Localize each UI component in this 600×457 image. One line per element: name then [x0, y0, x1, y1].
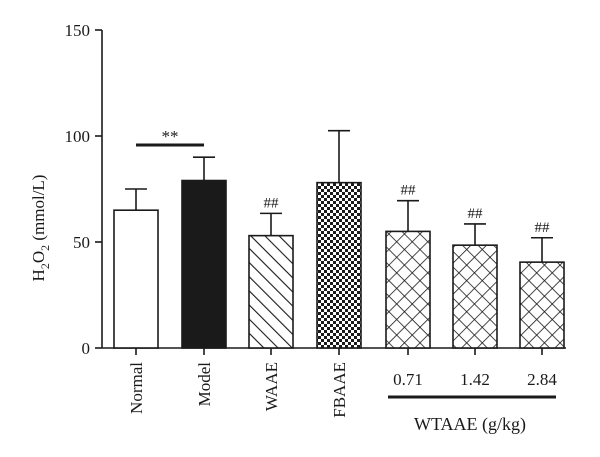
bar-1-42	[452, 244, 498, 349]
x-tick-label: FBAAE	[330, 362, 349, 418]
bars: ## ## ## ##	[113, 129, 565, 349]
x-tick-label: 0.71	[393, 370, 423, 389]
y-tick-label: 0	[82, 339, 91, 358]
x-tick-label: 2.84	[527, 370, 557, 389]
x-tick-label: 1.42	[460, 370, 490, 389]
bar-2-84	[519, 261, 565, 349]
bar-fbaae	[316, 181, 362, 349]
x-tick-label: Normal	[127, 362, 146, 414]
significance-label: **	[162, 127, 179, 146]
bar-annotation: ##	[468, 206, 484, 222]
y-tick-label: 150	[65, 21, 91, 40]
group-label: WTAAE (g/kg)	[414, 414, 526, 435]
y-axis-label: H2O2 (mmol/L)	[29, 175, 52, 282]
y-ticks: 0 50 100 150	[65, 21, 102, 358]
bar-model	[181, 179, 227, 349]
bar-annotation: ##	[401, 183, 417, 199]
bar-annotation: ##	[535, 220, 551, 236]
bar-0-71	[385, 230, 431, 349]
x-tick-label: WAAE	[262, 362, 281, 411]
x-tick-label: Model	[195, 362, 214, 407]
bar-waae	[248, 234, 294, 349]
y-tick-label: 50	[73, 233, 90, 252]
bar-normal	[113, 209, 159, 349]
bar-annotation: ##	[264, 195, 280, 211]
y-tick-label: 100	[65, 127, 91, 146]
x-tick-labels: Normal Model WAAE FBAAE 0.71 1.42 2.84	[127, 348, 557, 418]
